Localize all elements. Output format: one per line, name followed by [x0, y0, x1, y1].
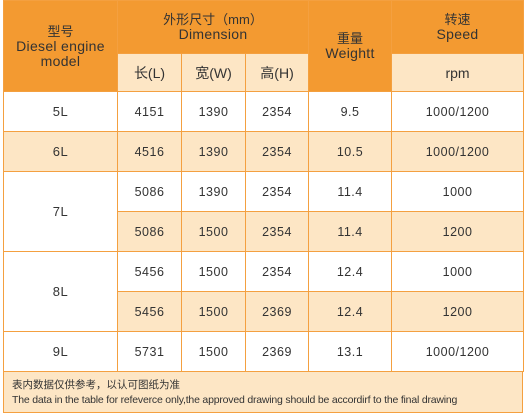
speed-cell: 1000: [391, 251, 525, 292]
table-row: 8L 5456 1500 2354 12.4 1000: [3, 251, 525, 332]
weight-cell: 12.4: [308, 291, 393, 332]
model-header-en-line1: Diesel engine: [16, 37, 105, 54]
speed-cell: 1000: [391, 171, 525, 212]
table-row: 5L 4151 1390 2354 9.5 1000/1200: [3, 91, 525, 132]
weight-header-en: Weightt: [325, 45, 375, 61]
length-cell: 5086: [117, 171, 182, 212]
engine-spec-table: 型号 Diesel engine model 外形尺寸（mm） Dimensio…: [3, 0, 525, 372]
height-header: 高(H): [244, 53, 310, 92]
width-cell: 1390: [181, 171, 246, 212]
weight-cell: 11.4: [308, 171, 393, 212]
model-header: 型号 Diesel engine model: [3, 0, 118, 92]
model-header-zh: 型号: [47, 23, 74, 39]
model-cell: 9L: [3, 331, 118, 372]
table-row: 9L 5731 1500 2369 13.1 1000/1200: [3, 331, 525, 372]
weight-cell: 9.5: [308, 91, 393, 132]
footnote-zh: 表内数据仅供参考，以认可图纸为准: [12, 379, 180, 391]
weight-cell: 10.5: [308, 131, 393, 172]
width-cell: 1390: [181, 91, 246, 132]
weight-header-zh: 重量: [337, 31, 364, 46]
model-cell: 8L: [3, 251, 118, 332]
length-cell: 5086: [117, 211, 182, 252]
length-cell: 4516: [117, 131, 182, 172]
width-cell: 1500: [181, 291, 246, 332]
length-cell: 4151: [117, 91, 182, 132]
height-cell: 2354: [244, 251, 310, 292]
length-header: 长(L): [117, 53, 182, 92]
length-cell: 5456: [117, 251, 182, 292]
height-cell: 2369: [244, 331, 310, 372]
table-row: 6L 4516 1390 2354 10.5 1000/1200: [3, 131, 525, 172]
speed-header-zh: 转速: [444, 12, 471, 27]
speed-cell: 1000/1200: [391, 91, 525, 132]
speed-header-en: Speed: [436, 26, 479, 42]
table-footnote: 表内数据仅供参考，以认可图纸为准 The data in the table f…: [3, 371, 523, 413]
table-row: 5456 1500 2369 12.4 1200: [4, 291, 525, 332]
rpm-header: rpm: [391, 53, 525, 92]
table-row: 5086 1500 2354 11.4 1200: [4, 211, 525, 252]
height-cell: 2354: [244, 91, 310, 132]
weight-cell: 13.1: [308, 331, 393, 372]
width-cell: 1500: [181, 331, 246, 372]
length-cell: 5456: [117, 291, 182, 332]
model-cell: 7L: [3, 171, 118, 252]
dimension-header-zh: 外形尺寸（mm）: [163, 12, 263, 27]
dimension-header-en: Dimension: [178, 26, 248, 42]
speed-cell: 1200: [391, 211, 525, 252]
speed-header: 转速 Speed: [391, 0, 525, 54]
width-header: 宽(W): [181, 53, 246, 92]
width-cell: 1500: [181, 251, 246, 292]
speed-cell: 1000/1200: [391, 331, 525, 372]
speed-cell: 1200: [391, 291, 525, 332]
height-cell: 2354: [244, 131, 310, 172]
height-cell: 2354: [244, 171, 310, 212]
width-cell: 1500: [181, 211, 246, 252]
height-cell: 2369: [244, 291, 310, 332]
weight-cell: 11.4: [308, 211, 393, 252]
dimension-header: 外形尺寸（mm） Dimension: [116, 0, 310, 54]
weight-cell: 12.4: [308, 251, 393, 292]
model-cell: 6L: [3, 131, 118, 172]
weight-header: 重量 Weightt: [308, 0, 393, 92]
width-cell: 1390: [181, 131, 246, 172]
model-header-en-line2: model: [40, 52, 81, 69]
length-cell: 5731: [117, 331, 182, 372]
height-cell: 2354: [244, 211, 310, 252]
speed-cell: 1000/1200: [391, 131, 525, 172]
footnote-en: The data in the table for refeverce only…: [12, 394, 458, 406]
table-row: 7L 5086 1390 2354 11.4 1000: [3, 171, 525, 252]
model-cell: 5L: [3, 91, 118, 132]
